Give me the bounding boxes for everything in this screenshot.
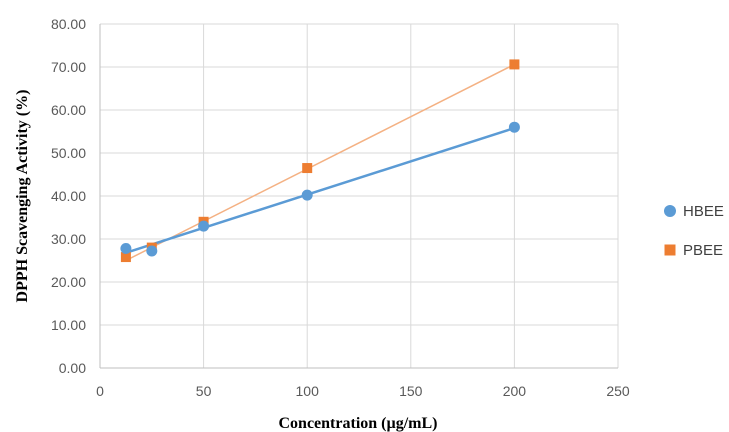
legend-marker-hbee [664, 205, 676, 217]
point-hbee [198, 220, 210, 232]
y-tick-labels: 0.00 10.00 20.00 30.00 40.00 50.00 60.00 70.00 8… [51, 16, 86, 376]
legend-marker-pbee [664, 244, 676, 256]
x-tick-label: 0 [96, 383, 104, 399]
legend-label-hbee: HBEE [683, 203, 724, 220]
x-tick-label: 200 [503, 383, 527, 399]
y-tick-label: 0.00 [59, 360, 86, 376]
point-pbee [120, 252, 131, 263]
trend-lines [125, 63, 515, 262]
y-tick-label: 70.00 [51, 59, 86, 75]
x-tick-label: 50 [196, 383, 212, 399]
data-points [120, 59, 520, 263]
trend-line-pbee [125, 63, 515, 262]
y-tick-label: 40.00 [51, 188, 86, 204]
point-hbee [146, 245, 158, 257]
x-axis-title: Concentration (µg/mL) [279, 415, 438, 432]
point-hbee [508, 121, 520, 133]
x-tick-labels: 0 50 100 150 200 250 [96, 383, 630, 399]
y-tick-label: 20.00 [51, 274, 86, 290]
y-tick-label: 50.00 [51, 145, 86, 161]
point-pbee [302, 163, 313, 174]
grid [99, 23, 619, 369]
legend-label-pbee: PBEE [683, 242, 723, 259]
x-tick-label: 100 [296, 383, 320, 399]
y-tick-label: 80.00 [51, 16, 86, 32]
x-tick-label: 250 [606, 383, 630, 399]
y-tick-label: 10.00 [51, 317, 86, 333]
x-tick-label: 150 [399, 383, 423, 399]
y-axis-title: DPPH Scavenging Activity (%) [14, 90, 31, 303]
y-tick-label: 60.00 [51, 102, 86, 118]
trend-line-hbee [125, 126, 515, 254]
point-pbee [509, 59, 520, 70]
axes [99, 24, 618, 369]
point-hbee [301, 189, 313, 201]
legend: HBEE PBEE [664, 203, 724, 259]
point-hbee [120, 242, 132, 254]
y-tick-label: 30.00 [51, 231, 86, 247]
